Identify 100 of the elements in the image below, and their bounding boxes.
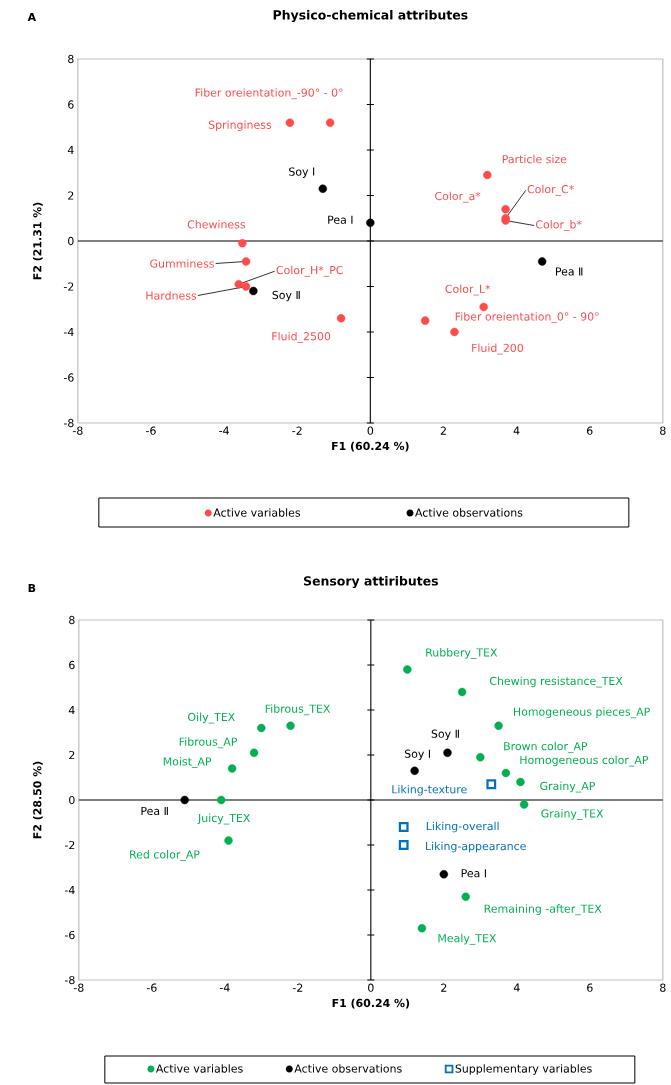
x-axis-title: F1 (60.24 %) [332,441,409,452]
annotation: Remaining -after_TEX [484,904,602,916]
legend-label: Active variables [213,508,301,517]
annotation: Pea Ⅱ [141,806,168,816]
annotation: Juicy_TEX [197,813,251,825]
point [228,764,237,773]
point [249,286,258,296]
annotation: Homogeneous color_AP [520,755,649,767]
annotation: Fibrous_AP [179,737,238,749]
point [285,118,295,127]
annotation: Soy Ⅱ [272,290,300,302]
annotation: Fiber oreientation_-90° - 0° [195,88,343,100]
legend-label: Active observations [294,1064,402,1073]
point [479,302,488,312]
y-tick-label: -2 [65,840,75,850]
legend-label: Active variables [156,1064,243,1073]
y-tick-label: -6 [65,930,75,940]
x-tick-label: 8 [660,983,666,992]
point [336,314,346,323]
point [398,822,409,832]
annotation: Chewing resistance_TEX [490,676,623,688]
x-tick-label: 0 [368,983,374,992]
point [217,795,226,805]
point [325,118,335,127]
annotation: Color_b* [536,220,582,231]
point [398,840,409,850]
y-axis-title: F2 (28.50 %) [33,761,43,839]
y-tick-label: -2 [64,282,74,291]
x-tick-label: 8 [660,426,666,435]
annotation: Particle size [502,154,567,164]
point [366,218,375,227]
x-tick-label: -2 [292,983,303,992]
annotation: Color_H*_PC [276,265,343,277]
annotation: Chewiness [187,220,246,229]
annotation: Mealy_TEX [438,933,497,945]
annotation: Brown color_AP [504,741,588,753]
x-axis-title: F1 (60.24 %) [332,998,410,1009]
y-tick-label: -8 [65,975,75,985]
point [421,316,430,325]
y-tick-label: -4 [65,886,75,895]
annotation: Fiber oreientation_0° - 90° [455,312,599,324]
point [483,170,492,180]
point [439,870,449,879]
text: B [28,584,36,592]
annotation: Red color_AP [130,850,200,861]
point [286,721,295,730]
annotation: Pea Ⅰ [328,215,353,224]
y-tick-label: 4 [67,146,74,154]
annotation: Oily_TEX [188,712,235,724]
annotation: Color_a* [435,191,481,203]
y-tick-label: 6 [68,100,74,109]
annotation: Soy Ⅰ [405,749,431,760]
point [410,766,419,775]
annotation: Fibrous_TEX [265,704,331,716]
annotation: Soy Ⅰ [289,167,315,178]
point [234,280,243,289]
point [520,800,529,809]
point [257,723,266,733]
point [238,239,247,248]
point [417,924,427,933]
legend-label: Supplementary variables [455,1064,592,1075]
x-tick-label: 4 [513,983,520,992]
annotation: Pea Ⅰ [461,869,487,878]
chart-title: Sensory attiributes [304,575,439,589]
annotation: Hardness [146,291,197,300]
point [461,892,471,901]
y-tick-label: 0 [69,795,75,805]
x-tick-label: 2 [441,983,447,992]
x-tick-label: -4 [219,983,230,992]
annotation: Grainy_TEX [541,809,604,820]
x-tick-label: 0 [367,426,374,435]
point [241,257,251,266]
y-axis-title: F2 (21.31 %) [33,202,43,280]
y-tick-label: 8 [68,54,74,64]
annotation: Fluid_200 [472,343,524,355]
point [403,665,412,674]
x-tick-label: -6 [146,983,157,992]
annotation: Liking-appearance [426,841,526,853]
point [249,748,259,757]
y-tick-label: 8 [69,615,75,625]
point [457,687,467,697]
chart-title: Physico-chemical attributes [273,9,468,23]
point [538,257,547,266]
point [501,768,511,778]
annotation: Gumminess [150,259,215,268]
point [516,777,525,787]
point [241,282,251,291]
text: A [27,13,37,21]
x-tick-label: 4 [513,426,520,435]
annotation: Color_C* [527,184,574,196]
annotation: Homogeneous pieces_AP [514,707,650,719]
annotation: Color_L* [445,284,491,296]
y-tick-label: -6 [64,373,74,382]
point [180,795,189,805]
y-tick-label: 2 [69,750,75,760]
annotation: Liking-texture [392,784,467,796]
x-tick-label: -2 [292,426,302,435]
annotation: Grainy_AP [540,781,596,793]
annotation: Rubbery_TEX [426,648,498,659]
y-tick-label: -8 [64,418,74,428]
